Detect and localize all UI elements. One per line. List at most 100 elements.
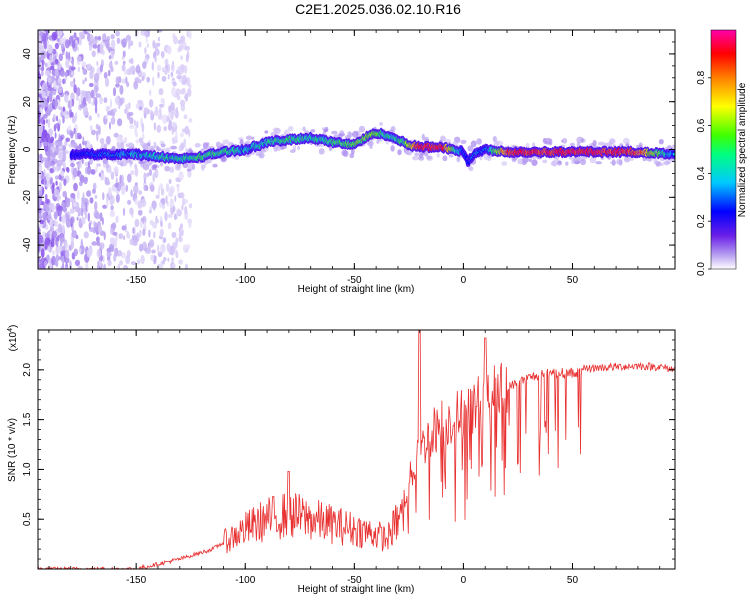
noise-blob — [93, 72, 100, 83]
noise-blob — [154, 256, 157, 262]
noise-blob — [45, 119, 49, 124]
snr-axes: -150 -100 -50 0 50 0.5 1.0 1.5 2.0 — [22, 330, 675, 586]
noise-blob — [44, 232, 50, 238]
noise-blob — [64, 256, 70, 264]
halo-blob — [468, 166, 474, 172]
halo-blob — [105, 162, 110, 169]
noise-blob — [38, 127, 42, 137]
noise-blob — [160, 97, 164, 104]
halo-blob — [426, 155, 432, 160]
noise-blob — [122, 55, 125, 60]
noise-blob — [99, 212, 103, 222]
noise-blob — [38, 230, 41, 235]
halo-blob — [521, 161, 527, 166]
noise-blob — [179, 192, 185, 199]
noise-blob — [105, 105, 111, 112]
noise-blob — [75, 112, 78, 122]
noise-blob — [176, 106, 178, 114]
noise-blob — [178, 171, 184, 181]
x-tick-label: 50 — [567, 575, 579, 586]
noise-blob — [136, 64, 140, 71]
noise-blob — [42, 212, 48, 221]
halo-blob — [595, 161, 602, 165]
noise-blob — [49, 54, 53, 64]
y-tick-label: 40 — [22, 48, 33, 60]
noise-blob — [60, 43, 65, 50]
halo-blob — [56, 159, 64, 167]
halo-blob — [96, 163, 101, 167]
noise-blob — [66, 167, 70, 173]
noise-blob — [153, 231, 156, 239]
noise-blob — [73, 84, 77, 94]
noise-blob — [124, 67, 127, 76]
noise-blob — [81, 158, 84, 165]
noise-blob — [148, 239, 155, 248]
noise-blob — [98, 172, 101, 177]
y-tick-label: 1.0 — [22, 462, 33, 476]
noise-blob — [58, 174, 62, 180]
noise-blob — [122, 207, 126, 216]
noise-blob — [178, 259, 184, 265]
noise-blob — [170, 71, 174, 78]
noise-blob — [138, 243, 144, 252]
noise-blob — [73, 32, 77, 39]
noise-blob — [68, 51, 71, 61]
noise-blob — [156, 124, 162, 133]
noise-blob — [122, 60, 126, 65]
noise-blob — [89, 70, 94, 80]
noise-blob — [64, 265, 69, 269]
halo-blob — [460, 139, 467, 144]
noise-blob — [88, 82, 94, 88]
noise-blob — [137, 79, 142, 84]
noise-blob — [148, 229, 151, 238]
noise-blob — [56, 240, 59, 247]
noise-blob — [58, 53, 63, 62]
noise-blob — [183, 199, 189, 204]
noise-blob — [88, 115, 92, 121]
noise-blob — [62, 106, 65, 112]
noise-blob — [157, 36, 160, 42]
noise-blob — [181, 35, 184, 45]
noise-blob — [121, 225, 127, 231]
halo-blob — [390, 145, 395, 152]
noise-blob — [171, 63, 175, 73]
noise-blob — [135, 132, 139, 138]
noise-blob — [157, 30, 163, 33]
noise-blob — [48, 91, 53, 102]
noise-blob — [121, 78, 127, 84]
noise-blob — [72, 40, 76, 49]
noise-blob — [153, 122, 156, 131]
noise-blob — [84, 111, 89, 116]
y-tick-label: -40 — [22, 237, 33, 252]
snr-y-multiplier: (x104) — [7, 325, 19, 352]
noise-blob — [171, 257, 174, 264]
noise-blob — [61, 215, 67, 224]
noise-blob — [55, 122, 59, 129]
noise-blob — [157, 111, 161, 117]
halo-blob — [557, 160, 562, 165]
noise-blob — [83, 176, 88, 185]
noise-blob — [181, 75, 185, 82]
noise-blob — [186, 88, 192, 97]
noise-blob — [177, 39, 182, 45]
halo-blob — [331, 130, 338, 135]
halo-blob — [440, 135, 446, 142]
halo-blob — [169, 166, 175, 173]
noise-blob — [104, 114, 108, 120]
halo-blob — [576, 141, 581, 148]
noise-blob — [143, 107, 149, 116]
y-tick-label: 0.5 — [22, 512, 33, 526]
noise-blob — [70, 71, 75, 76]
noise-blob — [92, 44, 98, 49]
noise-blob — [180, 55, 184, 60]
noise-blob — [185, 53, 189, 63]
noise-blob — [184, 92, 189, 102]
halo-blob — [170, 145, 178, 150]
halo-blob — [165, 147, 171, 154]
noise-blob — [136, 30, 139, 36]
noise-blob — [147, 108, 150, 115]
noise-blob — [109, 200, 113, 206]
noise-blob — [55, 180, 58, 186]
noise-blob — [149, 89, 152, 97]
noise-blob — [134, 219, 140, 228]
